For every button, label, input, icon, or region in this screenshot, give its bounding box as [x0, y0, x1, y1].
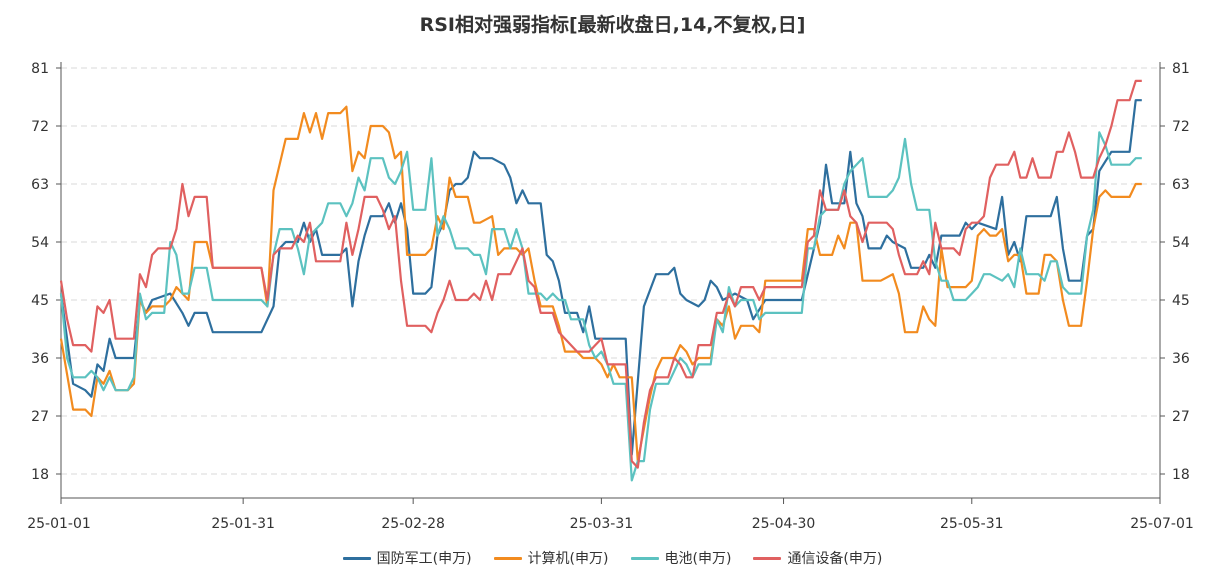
y-tick-label-left: 45: [31, 293, 49, 309]
legend-swatch: [493, 556, 522, 560]
x-tick-label: 25-05-31: [940, 516, 1004, 532]
y-tick-label-right: 63: [1172, 177, 1190, 193]
y-tick-label-left: 18: [31, 467, 49, 483]
y-tick-label-right: 18: [1172, 467, 1190, 483]
legend-swatch: [753, 556, 782, 560]
legend-label: 计算机(申万): [527, 551, 609, 567]
y-tick-label-right: 36: [1172, 351, 1190, 367]
y-tick-label-right: 27: [1172, 409, 1190, 425]
y-tick-label-left: 54: [31, 235, 49, 251]
legend-item[interactable]: 国防军工(申万): [342, 548, 472, 568]
legend-label: 通信设备(申万): [787, 551, 883, 567]
y-tick-label-left: 36: [31, 351, 49, 367]
x-tick-label: 25-04-30: [752, 516, 816, 532]
series-line-4: [59, 79, 1142, 469]
legend-label: 国防军工(申万): [376, 551, 472, 567]
legend-item[interactable]: 计算机(申万): [493, 548, 609, 568]
x-tick-label: 25-01-31: [211, 516, 275, 532]
chart-title: RSI相对强弱指标[最新收盘日,14,不复权,日]: [419, 14, 806, 36]
legend-swatch: [630, 556, 659, 560]
y-tick-label-left: 27: [31, 409, 49, 425]
y-tick-label-right: 72: [1172, 119, 1190, 135]
x-tick-label: 25-02-28: [381, 516, 445, 532]
legend-swatch: [342, 556, 371, 560]
x-tick-label: 25-07-01: [1130, 516, 1194, 532]
x-tick-label: 25-01-01: [27, 516, 91, 532]
y-tick-label-right: 81: [1172, 61, 1190, 77]
chart-legend: 国防军工(申万) 计算机(申万) 电池(申万) 通信设备(申万): [0, 548, 1225, 568]
y-tick-label-left: 63: [31, 177, 49, 193]
series-line-1: [59, 99, 1142, 456]
y-tick-label-right: 45: [1172, 293, 1190, 309]
legend-item[interactable]: 通信设备(申万): [753, 548, 882, 568]
x-tick-label: 25-03-31: [570, 516, 634, 532]
y-tick-label-left: 72: [31, 119, 49, 135]
series-line-3: [59, 131, 1142, 482]
y-tick-label-right: 54: [1172, 235, 1190, 251]
y-tick-label-left: 81: [31, 61, 49, 77]
legend-label: 电池(申万): [664, 551, 732, 567]
legend-item[interactable]: 电池(申万): [630, 548, 732, 568]
